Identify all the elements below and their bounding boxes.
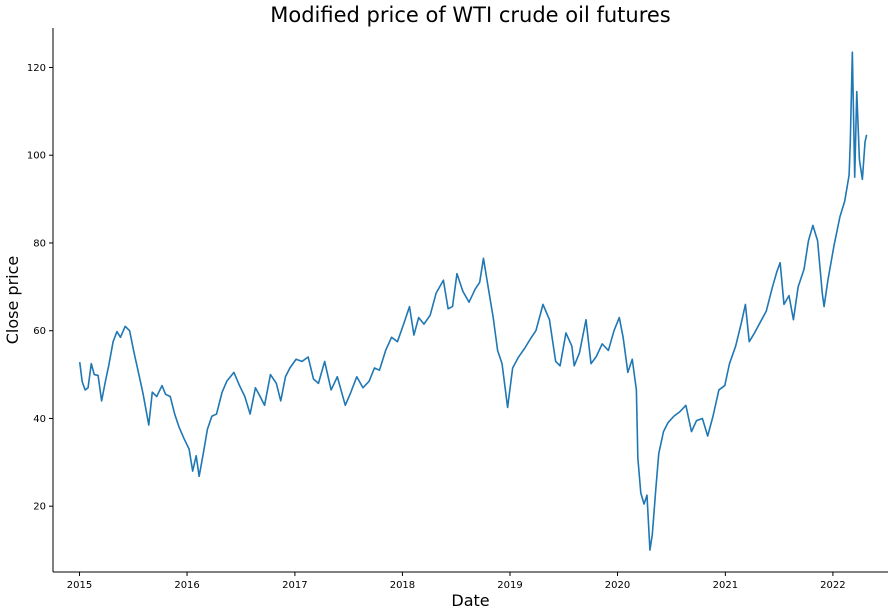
x-tick-label: 2022: [820, 580, 845, 591]
x-axis-ticks: 2015 2016 2017 2018 2019 2020 2021 2022: [67, 572, 846, 591]
x-tick-label: 2015: [67, 580, 92, 591]
y-tick-label: 20: [33, 502, 46, 513]
y-tick-label: 100: [27, 151, 46, 162]
x-tick-label: 2018: [390, 580, 415, 591]
x-axis-label: Date: [451, 591, 489, 610]
y-tick-label: 80: [33, 238, 46, 249]
y-tick-label: 40: [33, 414, 46, 425]
y-tick-label: 120: [27, 63, 46, 74]
chart-title: Modified price of WTI crude oil futures: [270, 3, 671, 27]
x-tick-label: 2021: [713, 580, 738, 591]
y-axis-label: Close price: [3, 256, 22, 345]
x-tick-label: 2017: [282, 580, 307, 591]
x-tick-label: 2019: [497, 580, 522, 591]
series-line: [79, 51, 868, 551]
x-tick-label: 2016: [174, 580, 199, 591]
x-tick-label: 2020: [605, 580, 630, 591]
y-tick-label: 60: [33, 326, 46, 337]
y-axis-ticks: 20 40 60 80 100 120: [27, 63, 53, 513]
